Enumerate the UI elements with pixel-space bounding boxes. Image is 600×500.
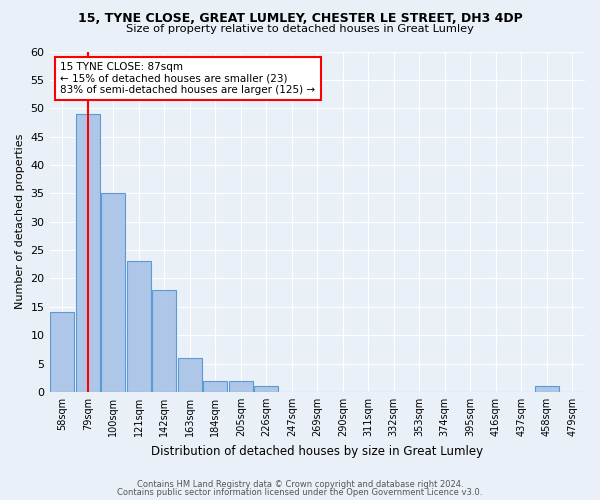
Text: Contains HM Land Registry data © Crown copyright and database right 2024.: Contains HM Land Registry data © Crown c…	[137, 480, 463, 489]
Text: Size of property relative to detached houses in Great Lumley: Size of property relative to detached ho…	[126, 24, 474, 34]
Bar	[229, 380, 253, 392]
Text: 15 TYNE CLOSE: 87sqm
← 15% of detached houses are smaller (23)
83% of semi-detac: 15 TYNE CLOSE: 87sqm ← 15% of detached h…	[60, 62, 316, 95]
Bar	[101, 194, 125, 392]
Text: Contains public sector information licensed under the Open Government Licence v3: Contains public sector information licen…	[118, 488, 482, 497]
Bar	[152, 290, 176, 392]
Bar	[535, 386, 559, 392]
Y-axis label: Number of detached properties: Number of detached properties	[15, 134, 25, 310]
Bar	[50, 312, 74, 392]
Text: 15, TYNE CLOSE, GREAT LUMLEY, CHESTER LE STREET, DH3 4DP: 15, TYNE CLOSE, GREAT LUMLEY, CHESTER LE…	[77, 12, 523, 26]
Bar	[203, 380, 227, 392]
Bar	[76, 114, 100, 392]
X-axis label: Distribution of detached houses by size in Great Lumley: Distribution of detached houses by size …	[151, 444, 484, 458]
Bar	[254, 386, 278, 392]
Bar	[178, 358, 202, 392]
Bar	[127, 262, 151, 392]
